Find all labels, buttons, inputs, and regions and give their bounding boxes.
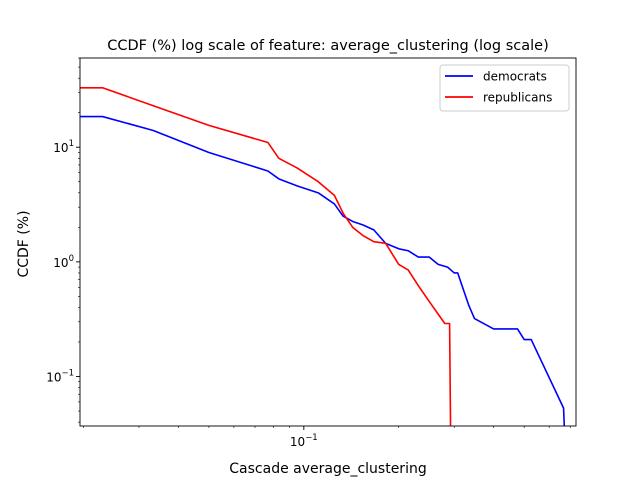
y-tick-label: 100	[53, 254, 74, 270]
series-line-democrats	[80, 115, 566, 426]
y-axis-label: CCDF (%)	[16, 210, 32, 277]
series-group	[80, 86, 566, 426]
x-tick-label: 10−1	[290, 433, 318, 449]
legend: democrats republicans	[439, 64, 570, 112]
y-tick-label: 10−1	[46, 368, 74, 384]
series-line-republicans	[80, 86, 452, 426]
axes-frame	[79, 57, 577, 427]
x-axis-label: Cascade average_clustering	[229, 461, 426, 477]
chart-title: CCDF (%) log scale of feature: average_c…	[107, 38, 549, 54]
legend-label-democrats: democrats	[483, 70, 547, 84]
y-tick-label: 101	[53, 139, 74, 155]
plot-area: 10−1 10−1 100 101 democrats republicans	[46, 57, 577, 449]
legend-label-republicans: republicans	[483, 91, 552, 105]
